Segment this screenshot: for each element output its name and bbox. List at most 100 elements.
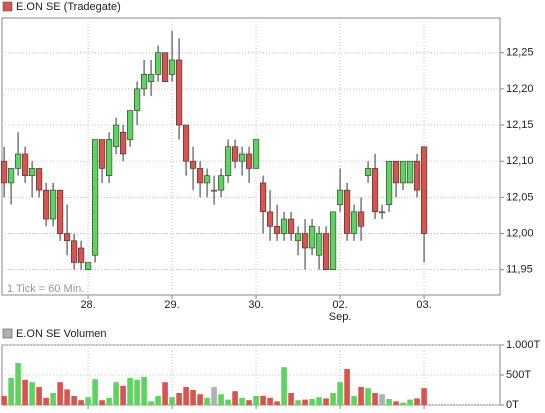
candle-body	[175, 59, 183, 126]
candle-body	[210, 189, 218, 192]
volume-bar	[365, 388, 371, 405]
candle-body	[189, 160, 197, 169]
x-tick-label: 29.	[164, 299, 179, 311]
y-tick-label: 12,25	[506, 47, 534, 59]
volume-bar	[50, 393, 56, 405]
volume-bar	[162, 382, 168, 405]
candle-body	[168, 59, 176, 75]
volume-bar	[43, 397, 49, 405]
candle-body	[28, 168, 36, 176]
volume-bar	[351, 396, 357, 405]
candle-body	[245, 153, 253, 169]
candle-body	[420, 146, 428, 234]
volume-bar	[260, 396, 266, 405]
annotation: 1 Tick = 60 Min.	[7, 283, 84, 295]
candle-body	[70, 240, 78, 263]
candle-body	[42, 189, 50, 220]
volume-bar	[323, 398, 329, 405]
volume-bar	[190, 390, 196, 405]
candle-body	[105, 139, 113, 176]
candle-body	[315, 233, 323, 256]
candle-body	[322, 233, 330, 270]
y-tick-label: 12,00	[506, 227, 534, 239]
volume-bar	[99, 400, 105, 405]
candle-body	[14, 153, 22, 169]
volume-bar	[337, 382, 343, 405]
y-tick-label: 12,20	[506, 83, 534, 95]
volume-bar	[141, 376, 147, 405]
volume-bar	[246, 400, 252, 405]
y-tick-label: 12,15	[506, 119, 534, 131]
volume-bar	[211, 387, 217, 405]
x-tick-label: 02.	[332, 299, 347, 311]
candle-body	[84, 262, 92, 270]
volume-bar	[225, 399, 231, 405]
x-tick-label: 30.	[248, 299, 263, 311]
candle-body	[406, 160, 414, 184]
candle-body	[399, 160, 407, 184]
legend-label: E.ON SE Volumen	[16, 328, 107, 340]
candle-body	[259, 182, 267, 213]
volume-bar	[253, 396, 259, 405]
candle-body	[238, 153, 246, 162]
candle-body	[147, 74, 155, 82]
candle-body	[112, 124, 120, 148]
volume-bar	[302, 399, 308, 405]
volume-bar	[407, 399, 413, 405]
volume-bar	[239, 397, 245, 405]
candle-body	[154, 52, 162, 75]
candle-body	[280, 218, 288, 234]
volume-bar	[232, 391, 238, 405]
candle-body	[119, 131, 127, 155]
candle-body	[161, 52, 169, 82]
volume-bar	[295, 400, 301, 405]
volume-bar	[218, 394, 224, 405]
volume-bar	[85, 397, 91, 405]
volume-bar	[421, 388, 427, 405]
candle-body	[371, 168, 379, 213]
candle-body	[196, 168, 204, 184]
legend-swatch	[2, 1, 13, 12]
candle-body	[224, 146, 232, 176]
volume-bar	[267, 397, 273, 405]
candle-body	[7, 168, 15, 184]
volume-bar	[400, 402, 406, 405]
candle-body	[273, 225, 281, 234]
plot-frame	[1, 17, 501, 296]
volume-bar	[106, 397, 112, 405]
volume-bar	[92, 379, 98, 405]
month-label: Sep.	[329, 311, 352, 323]
volume-bar	[71, 396, 77, 405]
x-tick-label: 03.	[416, 299, 431, 311]
candle-body	[182, 124, 190, 162]
candle-body	[287, 218, 295, 234]
candle-body	[294, 233, 302, 242]
legend-label: E.ON SE (Tradegate)	[16, 1, 121, 13]
volume-bar	[134, 379, 140, 405]
volume-bar	[36, 387, 42, 405]
x-tick-label: 28.	[80, 299, 95, 311]
candle-body	[217, 175, 225, 191]
volume-bar	[309, 399, 315, 405]
volume-bar	[379, 394, 385, 405]
candle-body	[140, 74, 148, 90]
volume-bar	[288, 393, 294, 405]
volume-bar	[78, 400, 84, 405]
volume-bar	[57, 382, 63, 405]
volume-bar	[316, 397, 322, 405]
legend-swatch	[2, 328, 13, 339]
volume-bar	[8, 378, 14, 405]
y-tick-label: 12,10	[506, 155, 534, 167]
volume-bar	[148, 401, 154, 405]
volume-bar	[358, 387, 364, 405]
candle-body	[49, 189, 57, 220]
candle-body	[1, 160, 8, 184]
candle-body	[98, 139, 106, 169]
candle-body	[56, 189, 64, 234]
candle-body	[266, 211, 274, 227]
volume-bar	[15, 363, 21, 405]
volume-bar	[169, 397, 175, 405]
volume-bar	[127, 378, 133, 405]
candle-body	[77, 247, 85, 263]
